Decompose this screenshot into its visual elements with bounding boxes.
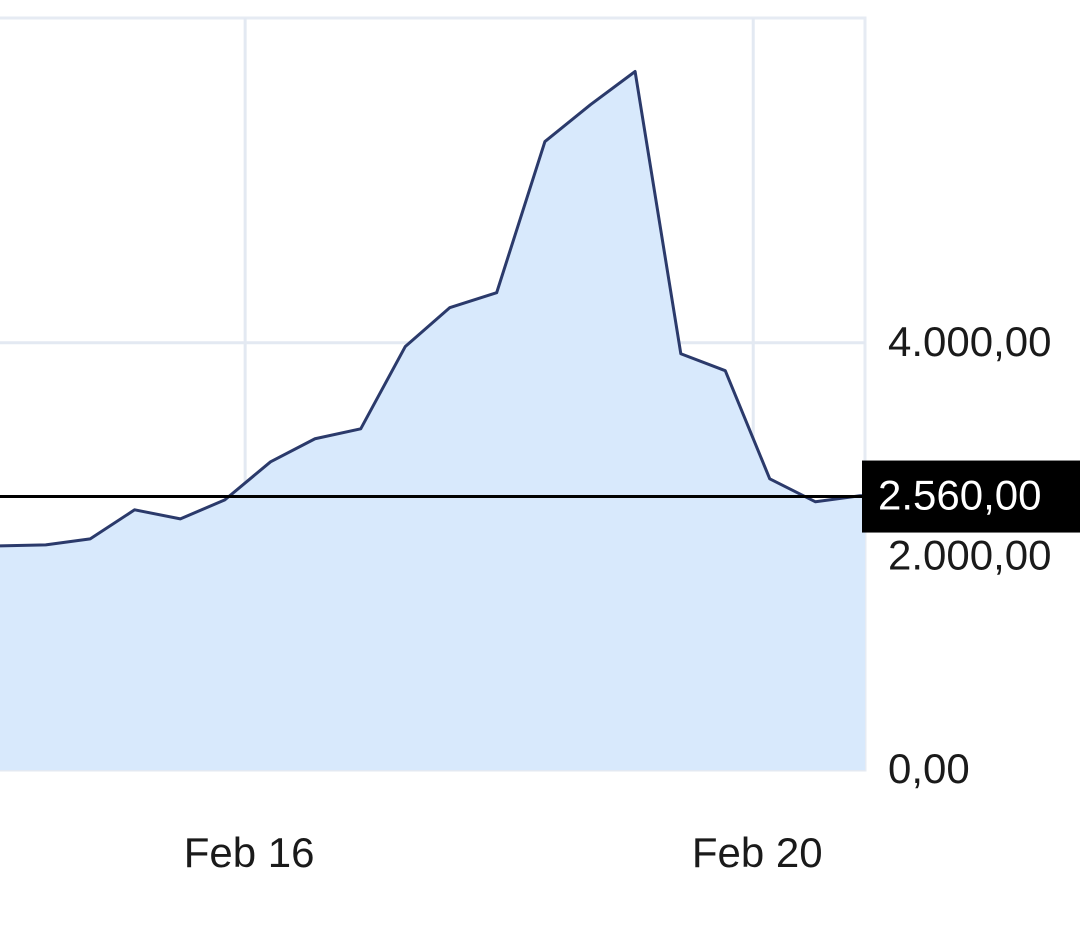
y-tick-label: 0,00: [888, 745, 970, 792]
y-tick-label: 2.000,00: [888, 531, 1052, 578]
y-tick-label: 4.000,00: [888, 318, 1052, 365]
area-fill: [0, 71, 865, 770]
x-tick-label: Feb 16: [184, 829, 315, 876]
reference-label-box: [862, 460, 1080, 533]
line: [0, 70, 865, 548]
x-tick-label: Feb 20: [692, 829, 823, 876]
reference-label: 2.560,00: [878, 472, 1042, 519]
